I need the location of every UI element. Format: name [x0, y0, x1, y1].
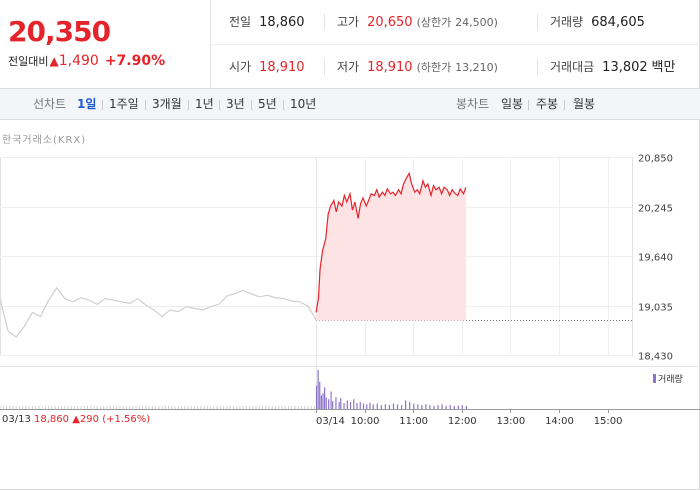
open-cell: 시가 18,910 — [229, 45, 305, 89]
prev-close-label: 전일 — [229, 15, 252, 29]
prev-day-pct: (+1.56%) — [102, 414, 151, 425]
prev-day-price: 18,860 — [34, 414, 70, 425]
x-tick-label: 11:00 — [399, 416, 428, 427]
volume-legend-label: 거래량 — [658, 375, 683, 385]
prev-close-value: 18,860 — [259, 15, 305, 30]
x-tick-label: 12:00 — [448, 416, 477, 427]
volume-legend: 거래량 — [653, 372, 683, 385]
quote-table: 전일 18,860 고가 20,650 (상한가 24,500) 거래량 684,605… — [210, 0, 700, 88]
tab-10year[interactable]: 10년 — [290, 97, 317, 111]
prev-day-arrow-icon: ▲ — [72, 414, 80, 425]
prev-day-line — [0, 286, 317, 338]
low-cell: 저가 18,910 (하한가 13,210) — [337, 45, 498, 89]
tab-weekly-candle[interactable]: 주봉 — [536, 97, 559, 111]
change-label: 전일대비 — [8, 55, 49, 68]
y-tick-label: 20,850 — [638, 154, 673, 165]
tab-5year[interactable]: 5년 — [258, 97, 277, 111]
tab-monthly-candle[interactable]: 월봉 — [573, 97, 596, 111]
x-tick-label: 14:00 — [545, 416, 574, 427]
tab-1day[interactable]: 1일 — [77, 97, 97, 111]
prev-day-change: 290 — [79, 414, 99, 425]
high-label: 고가 — [337, 15, 360, 29]
y-tick-label: 20,245 — [638, 204, 673, 215]
volume-value: 684,605 — [591, 15, 645, 30]
amount-label: 거래대금 — [550, 60, 595, 74]
upper-limit-value: 24,500) — [455, 16, 498, 29]
low-value: 18,910 — [367, 60, 413, 75]
prev-day-info: 03/13 18,860 ▲290 (+1.56%) — [2, 414, 150, 425]
change-value: 1,490 — [58, 53, 99, 69]
x-tick-label: 15:00 — [594, 416, 623, 427]
quote-row-1: 전일 18,860 고가 20,650 (상한가 24,500) 거래량 684,605 — [211, 0, 700, 44]
open-value: 18,910 — [259, 60, 305, 75]
quote-row-2: 시가 18,910 저가 18,910 (하한가 13,210) 거래대금 13,802… — [211, 44, 700, 88]
tab-3month[interactable]: 3개월 — [152, 97, 182, 111]
amount-unit: 백만 — [651, 60, 676, 75]
x-tick-label: 10:00 — [351, 416, 380, 427]
tab-3year[interactable]: 3년 — [226, 97, 245, 111]
high-value: 20,650 — [367, 15, 413, 30]
volume-label: 거래량 — [550, 15, 584, 29]
upper-limit-label: (상한가 — [416, 16, 452, 29]
amount-value: 13,802 — [602, 60, 648, 75]
current-price: 20,350 — [8, 15, 111, 48]
price-area — [316, 173, 466, 321]
candle-chart-header: 봉차트 — [456, 97, 490, 111]
volume-swatch-icon — [653, 374, 656, 383]
line-chart-header: 선차트 — [33, 97, 67, 111]
tab-1year[interactable]: 1년 — [195, 97, 214, 111]
y-tick-label: 18,430 — [638, 352, 673, 363]
prev-day-date: 03/13 — [2, 414, 31, 425]
up-arrow-icon: ▲ — [49, 54, 59, 68]
lower-limit-label: (하한가 — [416, 61, 452, 74]
change-percent: +7.90% — [104, 53, 166, 69]
x-tick-label: 03/14 — [316, 416, 345, 427]
price-line — [315, 171, 467, 313]
volume-cell: 거래량 684,605 — [550, 0, 645, 44]
prev-close-cell: 전일 18,860 — [229, 0, 305, 44]
high-cell: 고가 20,650 (상한가 24,500) — [337, 0, 498, 44]
data-source: 한국거래소(KRX) — [2, 135, 87, 146]
quote-summary: 20,350 전일대비▲1,490 +7.90% — [0, 0, 210, 88]
open-label: 시가 — [229, 60, 252, 74]
x-tick-label: 13:00 — [496, 416, 525, 427]
chart-tabbar: 선차트 1일 1주일 3개월 1년 3년 5년 10년 봉차트 일봉 주봉 월봉 — [0, 88, 700, 120]
y-tick-label: 19,035 — [638, 303, 673, 314]
amount-cell: 거래대금 13,802 백만 — [550, 45, 675, 89]
tab-1week[interactable]: 1주일 — [109, 97, 139, 111]
y-tick-label: 19,640 — [638, 253, 673, 264]
low-label: 저가 — [337, 60, 360, 74]
tab-daily-candle[interactable]: 일봉 — [501, 97, 524, 111]
lower-limit-value: 13,210) — [455, 61, 498, 74]
change-row: 전일대비▲1,490 +7.90% — [8, 53, 165, 69]
